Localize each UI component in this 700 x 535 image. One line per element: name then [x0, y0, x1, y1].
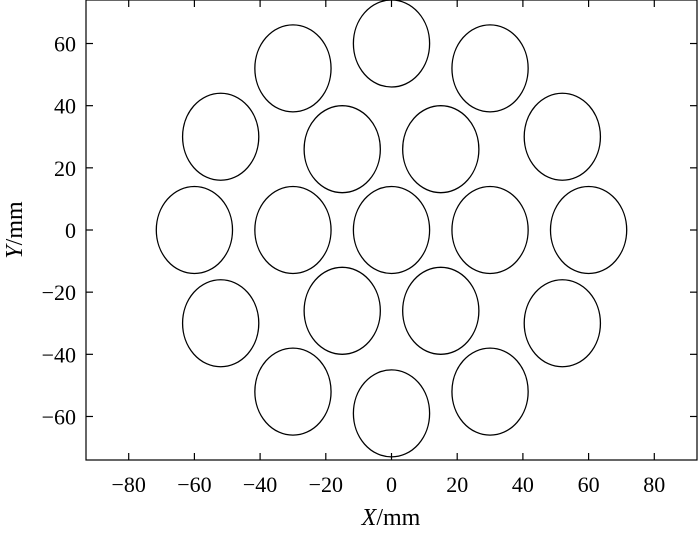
data-point-circle [155, 185, 234, 275]
y-tick-label: 20 [54, 156, 76, 181]
data-point-circle [254, 185, 332, 275]
data-point-circle [451, 185, 529, 275]
y-tick-label: −60 [42, 404, 76, 429]
plot-frame [85, 0, 698, 461]
data-point-circle [254, 24, 332, 113]
y-ticks-group: −60 −40 −20 0 20 40 60 [42, 32, 697, 429]
data-point-circle [181, 92, 260, 181]
data-point-circle [549, 185, 628, 275]
x-tick-label: −80 [111, 472, 145, 497]
data-point-circle [254, 347, 332, 436]
x-tick-label: −20 [309, 472, 343, 497]
y-tick-label: −20 [42, 280, 76, 305]
y-axis-unit: /mm [2, 201, 28, 245]
x-tick-label: 80 [643, 472, 665, 497]
data-point-circle [523, 92, 602, 181]
y-tick-label: 60 [54, 32, 76, 57]
data-point-circle [352, 0, 431, 88]
data-point-circle [303, 266, 381, 355]
y-axis-title: Y/mm [2, 201, 28, 259]
x-ticks-group: −80 −60 −40 −20 0 20 40 60 80 [111, 0, 665, 497]
data-point-circle [352, 369, 431, 458]
data-point-circle [451, 347, 529, 436]
circles-group [155, 0, 628, 458]
data-point-circle [402, 266, 480, 355]
x-axis-variable: X [361, 505, 378, 531]
y-tick-label: 0 [65, 218, 76, 243]
x-tick-label: 60 [578, 472, 600, 497]
x-tick-label: 40 [512, 472, 534, 497]
data-point-circle [402, 105, 480, 194]
y-tick-label: 40 [54, 94, 76, 119]
y-tick-label: −40 [42, 342, 76, 367]
x-tick-label: 0 [386, 472, 397, 497]
data-point-circle [352, 185, 431, 275]
data-point-circle [523, 279, 602, 368]
data-point-circle [303, 105, 381, 194]
x-axis-title: X/mm [361, 505, 421, 531]
x-tick-label: 20 [446, 472, 468, 497]
data-point-circle [181, 279, 260, 368]
x-tick-label: −60 [177, 472, 211, 497]
y-axis-variable: Y [2, 243, 28, 259]
data-point-circle [451, 24, 529, 113]
x-tick-label: −40 [243, 472, 277, 497]
x-axis-unit: /mm [376, 505, 420, 531]
